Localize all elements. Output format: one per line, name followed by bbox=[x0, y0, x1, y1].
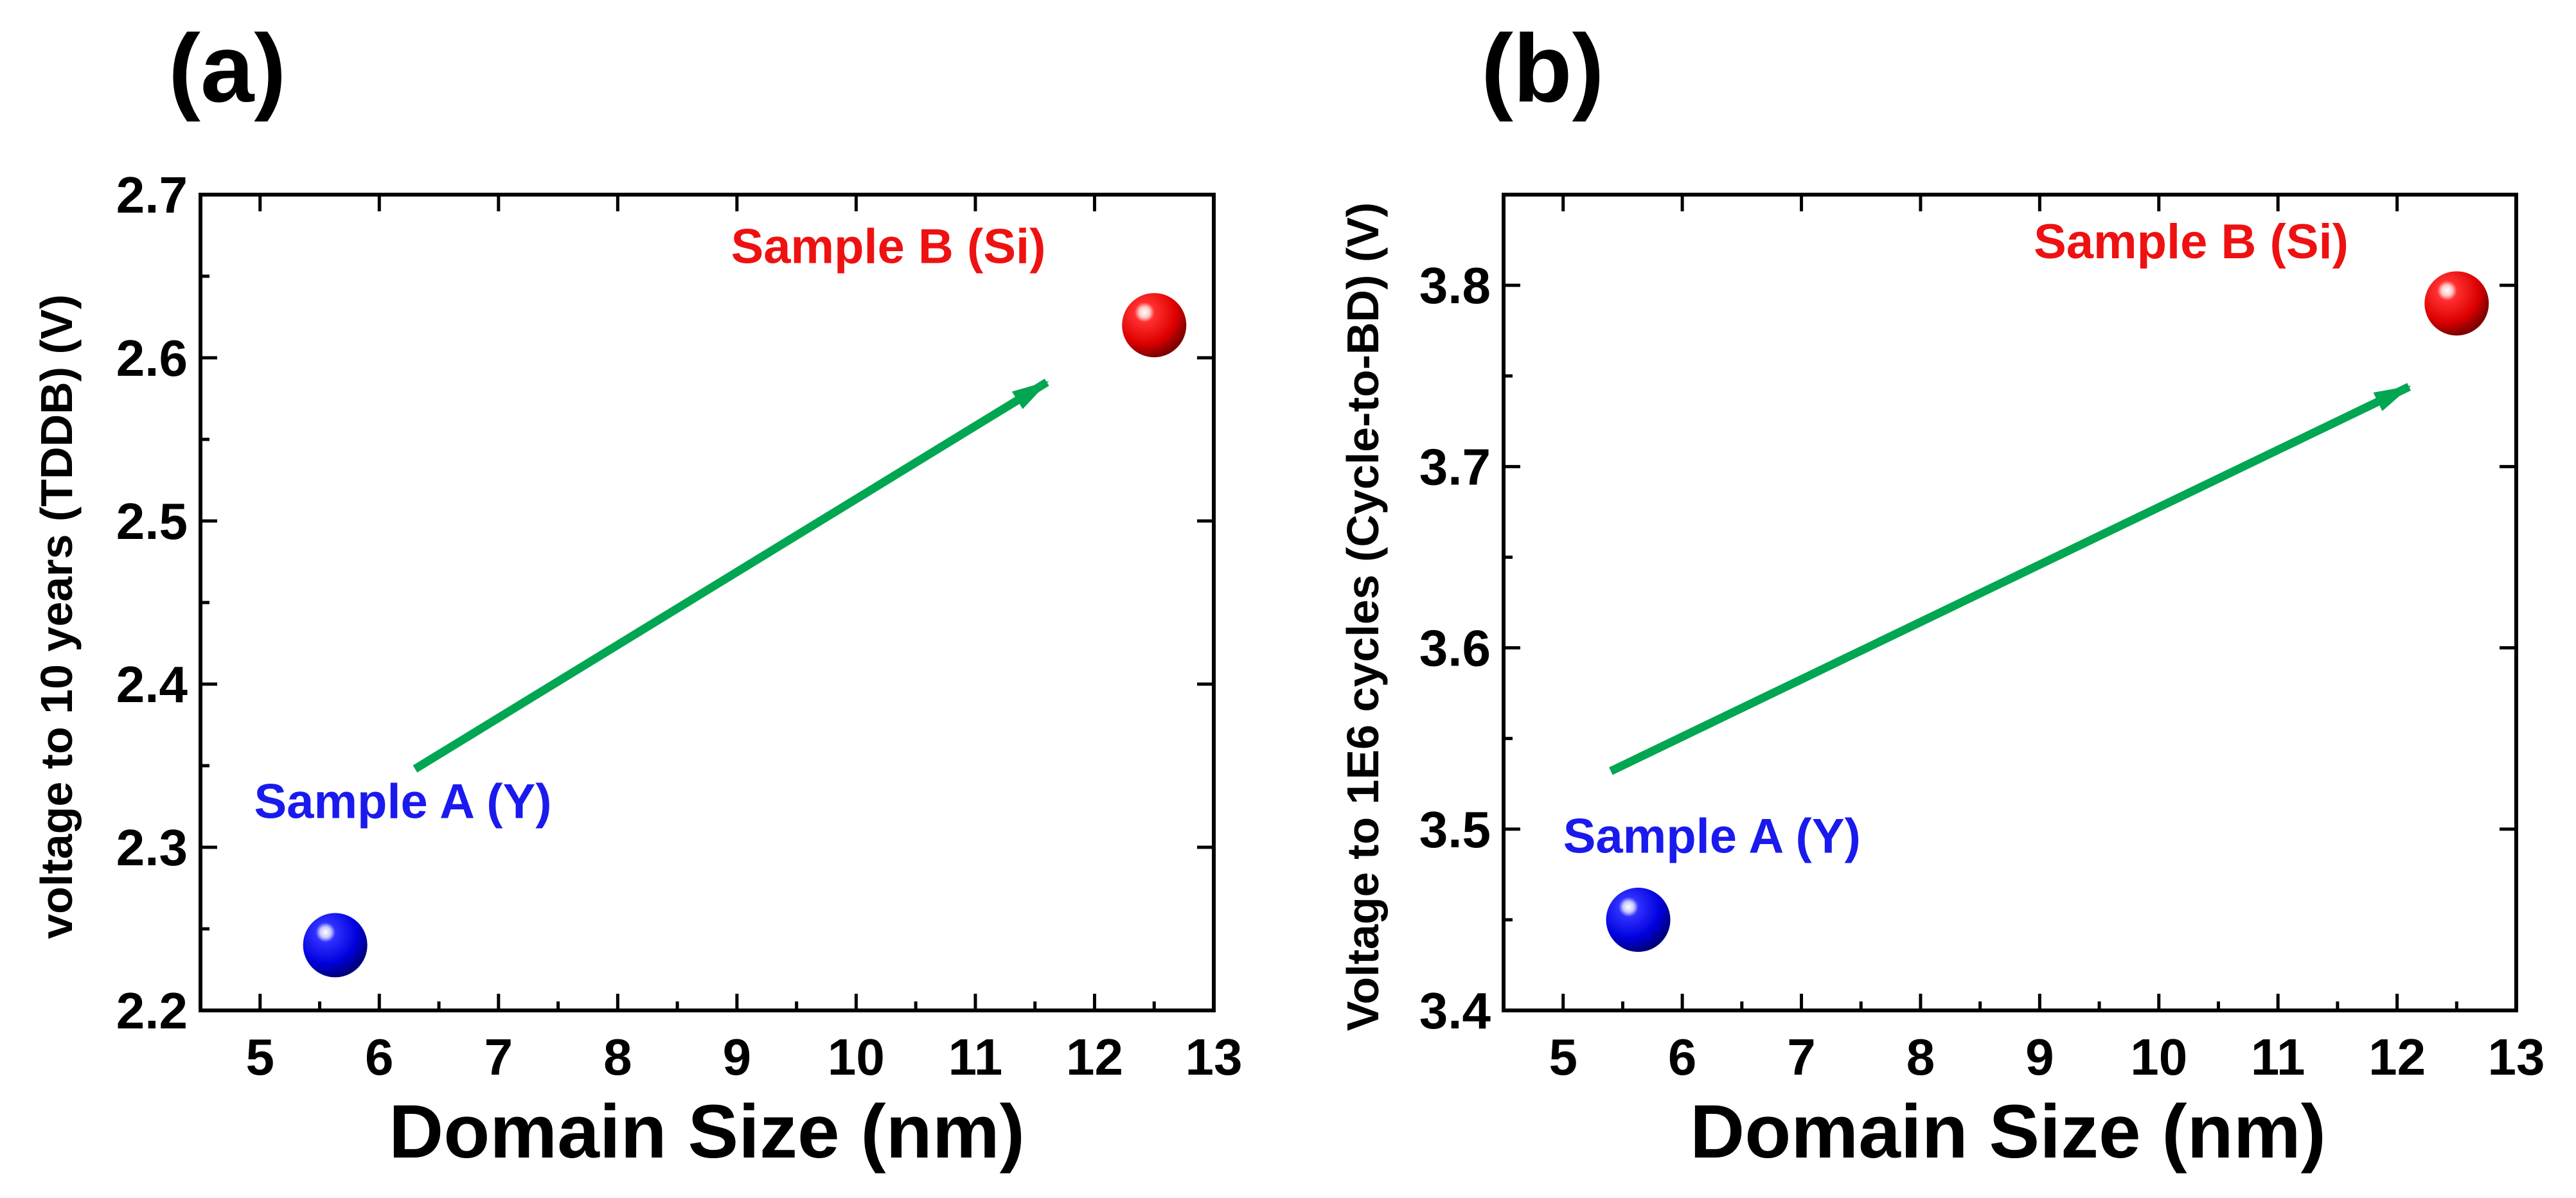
data-point-sample-a bbox=[303, 913, 368, 978]
x-tick-label: 12 bbox=[2368, 1028, 2426, 1086]
trend-arrow-b bbox=[1609, 383, 2412, 775]
annotations-a: Sample A (Y) Sample B (Si) bbox=[254, 220, 1045, 829]
y-tick-label: 3.8 bbox=[1419, 257, 1491, 314]
panel-label-b: (b) bbox=[1481, 14, 1604, 122]
trend-arrow bbox=[413, 378, 1049, 773]
ticks-a: 5 6 7 8 9 10 11 12 13 2.2 2.3 2.4 2.5 2.6 2.7 bbox=[116, 166, 1243, 1086]
y-tick-label: 2.7 bbox=[116, 166, 188, 224]
x-tick-label: 8 bbox=[1906, 1028, 1935, 1086]
x-tick-label: 10 bbox=[2130, 1028, 2187, 1086]
plot-frame bbox=[199, 193, 1216, 1012]
y-tick-label: 2.4 bbox=[116, 656, 188, 713]
y-tick-label: 3.6 bbox=[1419, 620, 1491, 677]
trend-arrow-a bbox=[413, 378, 1049, 773]
x-tick-label: 10 bbox=[828, 1028, 885, 1086]
points-a bbox=[303, 293, 1187, 978]
y-tick-label: 3.5 bbox=[1419, 801, 1491, 858]
panel-label-a: (a) bbox=[168, 14, 286, 122]
x-tick-label: 12 bbox=[1066, 1028, 1123, 1086]
x-tick-label: 6 bbox=[1668, 1028, 1697, 1086]
x-tick-label: 7 bbox=[1787, 1028, 1816, 1086]
x-tick-label: 7 bbox=[484, 1028, 513, 1086]
y-tick-label: 2.5 bbox=[116, 493, 188, 550]
annotations-b: Sample A (Y) Sample B (Si) bbox=[1563, 215, 2349, 864]
point-annotation: Sample A (Y) bbox=[254, 774, 551, 829]
x-tick-label: 5 bbox=[246, 1028, 275, 1086]
point-annotation: Sample A (Y) bbox=[1563, 809, 1861, 863]
axes-a bbox=[199, 193, 1216, 1012]
point-annotation: Sample B (Si) bbox=[731, 220, 1046, 274]
axes-b bbox=[1502, 193, 2518, 1012]
ticks-b: 5 6 7 8 9 10 11 12 13 3.4 3.5 3.6 3.7 3.8 bbox=[1419, 193, 2545, 1086]
x-tick-label: 11 bbox=[948, 1028, 1003, 1086]
trend-arrow bbox=[1609, 383, 2412, 775]
x-tick-label: 8 bbox=[603, 1028, 632, 1086]
x-tick-label: 9 bbox=[723, 1028, 752, 1086]
y-tick-label: 3.4 bbox=[1419, 982, 1491, 1039]
x-axis-label-b: Domain Size (nm) bbox=[1690, 1089, 2326, 1174]
chart-panel-b: (b) 5 6 7 8 9 10 11 12 13 3.4 3.5 3.6 3.7 3.8 Sample … bbox=[1338, 14, 2545, 1174]
x-tick-label: 13 bbox=[2488, 1028, 2545, 1086]
x-tick-label: 9 bbox=[2025, 1028, 2054, 1086]
y-tick-label: 3.7 bbox=[1419, 438, 1491, 495]
y-axis-label-a: voltage to 10 years (TDDB) (V) bbox=[31, 294, 82, 939]
data-point-sample-a bbox=[1606, 887, 1671, 952]
x-axis-label-a: Domain Size (nm) bbox=[389, 1089, 1025, 1174]
data-point-sample-b bbox=[2424, 271, 2489, 336]
x-tick-label: 13 bbox=[1186, 1028, 1243, 1086]
y-tick-label: 2.2 bbox=[116, 982, 188, 1039]
point-annotation: Sample B (Si) bbox=[2034, 215, 2349, 269]
x-tick-label: 11 bbox=[2251, 1028, 2305, 1086]
plot-frame bbox=[1502, 193, 2518, 1012]
x-tick-label: 6 bbox=[365, 1028, 394, 1086]
y-tick-label: 2.3 bbox=[116, 819, 188, 876]
y-tick-label: 2.6 bbox=[116, 330, 188, 387]
x-tick-label: 5 bbox=[1549, 1028, 1577, 1086]
y-axis-label-b: Voltage to 1E6 cycles (Cycle-to-BD) (V) bbox=[1338, 202, 1388, 1031]
data-point-sample-b bbox=[1122, 293, 1187, 358]
chart-panel-a: (a) 5 6 7 8 9 10 11 12 13 2.2 2.3 2.4 2.5 2.6 2.7 Samp… bbox=[31, 14, 1242, 1174]
points-b bbox=[1606, 271, 2489, 952]
